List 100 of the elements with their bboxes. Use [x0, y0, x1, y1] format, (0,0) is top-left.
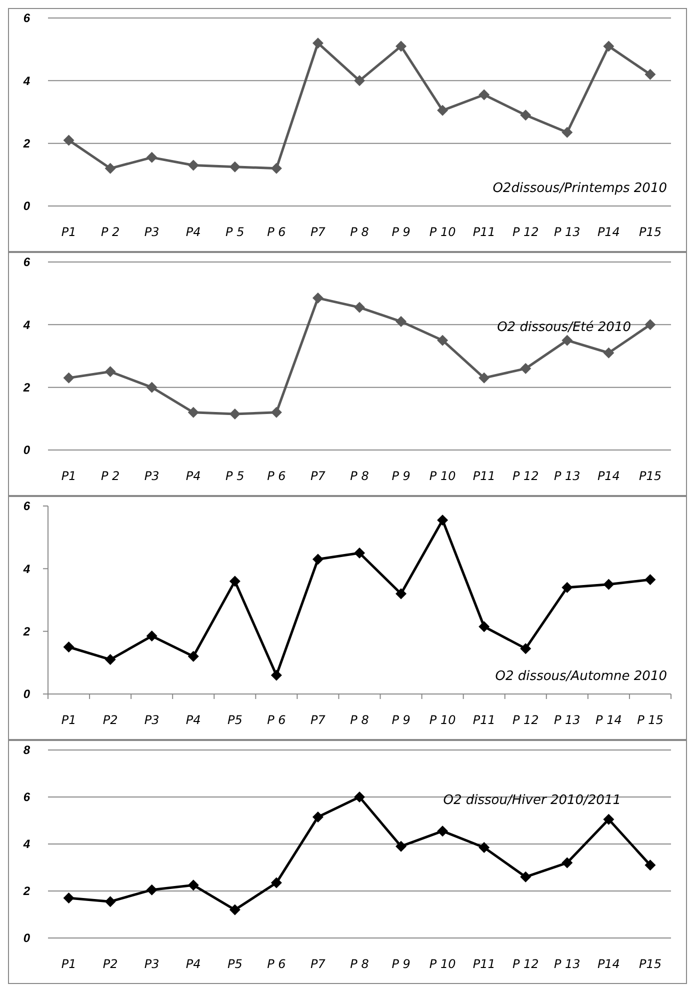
- point: [188, 160, 199, 171]
- x-tick-label: P11: [472, 713, 496, 727]
- x-tick-label: P3: [144, 469, 160, 483]
- x-tick-label: P 6: [267, 713, 286, 727]
- x-tick-label: P4: [186, 469, 201, 483]
- x-tick-label: P11: [472, 957, 496, 971]
- x-tick-label: P14: [597, 225, 620, 239]
- point: [520, 110, 532, 121]
- x-tick-label: P 12: [512, 957, 539, 971]
- point: [437, 104, 448, 116]
- point: [478, 842, 490, 854]
- point: [104, 366, 116, 378]
- x-tick-label: P 8: [350, 469, 370, 483]
- x-tick-label: P2: [102, 713, 118, 727]
- y-tick-label: 0: [23, 687, 30, 702]
- point: [312, 811, 324, 822]
- point: [437, 826, 448, 837]
- point: [354, 792, 365, 802]
- x-tick-label: P 15: [637, 713, 664, 727]
- point: [396, 588, 407, 600]
- x-tick-label: P4: [186, 225, 201, 239]
- point: [603, 814, 614, 825]
- x-tick-label: P14: [597, 469, 620, 483]
- x-tick-label: P 13: [554, 469, 580, 483]
- point: [437, 514, 448, 526]
- text: O2 dissous/Automne 2010: [495, 669, 667, 684]
- x-tick-label: P 9: [392, 957, 410, 971]
- point: [562, 126, 573, 138]
- point: [188, 650, 199, 662]
- point: [396, 840, 407, 852]
- point: [229, 904, 240, 916]
- point: [63, 642, 74, 652]
- text: O2 dissou/Hiver 2010/2011: [443, 793, 621, 808]
- x-tick-label: P 12: [512, 225, 539, 239]
- point: [104, 162, 116, 174]
- point: [354, 302, 365, 313]
- x-tick-label: P 9: [392, 713, 410, 727]
- x-tick-label: P 12: [512, 469, 539, 483]
- point: [478, 372, 490, 384]
- x-tick-label: P7: [310, 469, 326, 483]
- y-tick-label: 6: [23, 255, 30, 270]
- point: [478, 89, 490, 100]
- x-tick-label: P11: [472, 225, 496, 239]
- point: [520, 643, 532, 654]
- x-tick-label: P11: [472, 469, 496, 483]
- x-tick-label: P5: [227, 713, 242, 727]
- x-tick-label: P7: [310, 713, 326, 727]
- point: [603, 40, 614, 52]
- x-tick-label: P 8: [350, 225, 370, 239]
- x-tick-label: P 6: [267, 469, 286, 483]
- text: O2 dissous/Eté 2010: [497, 320, 631, 335]
- x-tick-label: P3: [144, 225, 160, 239]
- point: [146, 382, 158, 393]
- point: [63, 892, 74, 904]
- x-tick-label: P7: [310, 957, 326, 971]
- point: [146, 630, 158, 642]
- x-tick-label: P14: [597, 957, 620, 971]
- text: O2dissous/Printemps 2010: [492, 181, 667, 196]
- point: [644, 68, 656, 80]
- point: [146, 884, 158, 896]
- x-tick-label: P 2: [100, 469, 120, 483]
- point: [312, 292, 324, 304]
- y-tick-label: 4: [22, 74, 30, 88]
- x-tick-label: P 6: [267, 957, 286, 971]
- point: [354, 75, 365, 86]
- point: [188, 880, 199, 891]
- point: [270, 670, 282, 681]
- y-tick-label: 6: [23, 499, 30, 514]
- point: [146, 152, 158, 163]
- x-tick-label: P 10: [429, 713, 456, 727]
- x-tick-label: P4: [186, 713, 201, 727]
- x-tick-label: P3: [144, 713, 160, 727]
- y-tick-label: 8: [23, 743, 30, 758]
- point: [312, 554, 324, 565]
- x-tick-label: P15: [638, 957, 662, 971]
- x-tick-label: P 5: [226, 469, 244, 483]
- x-tick-label: P3: [144, 957, 160, 971]
- point: [437, 334, 448, 346]
- point: [104, 896, 116, 908]
- x-tick-label: P 8: [350, 713, 370, 727]
- y-tick-label: 6: [23, 11, 30, 26]
- x-tick-label: P4: [186, 957, 201, 971]
- point: [562, 857, 573, 868]
- y-tick-label: 0: [23, 931, 30, 946]
- y-tick-label: 0: [23, 199, 30, 214]
- point: [312, 38, 324, 49]
- y-tick-label: 4: [22, 318, 30, 332]
- x-tick-label: P15: [638, 225, 662, 239]
- x-tick-label: P 13: [554, 225, 580, 239]
- x-tick-label: P 12: [512, 713, 539, 727]
- point: [396, 40, 407, 52]
- x-tick-label: P 6: [267, 225, 286, 239]
- x-tick-label: P 13: [554, 957, 580, 971]
- point: [229, 161, 240, 172]
- y-tick-label: 2: [22, 136, 30, 151]
- point: [562, 582, 573, 593]
- point: [644, 574, 656, 586]
- x-tick-label: P5: [227, 957, 242, 971]
- point: [63, 134, 74, 146]
- point: [270, 406, 282, 418]
